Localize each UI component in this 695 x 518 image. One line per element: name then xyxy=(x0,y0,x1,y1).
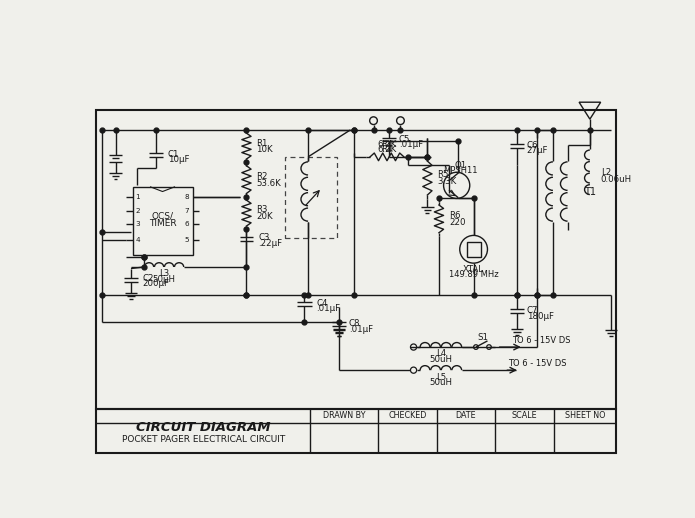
Text: T1: T1 xyxy=(584,186,596,196)
Text: C6: C6 xyxy=(527,141,538,150)
Text: R5: R5 xyxy=(437,170,449,179)
Text: 200μF: 200μF xyxy=(142,279,170,289)
Text: 53.6K: 53.6K xyxy=(256,179,281,188)
Text: Q1: Q1 xyxy=(455,161,466,170)
Text: DATE: DATE xyxy=(456,411,476,420)
Text: 4: 4 xyxy=(136,237,140,243)
Text: 50uH: 50uH xyxy=(430,378,452,387)
Text: 27μF: 27μF xyxy=(527,146,548,155)
Text: 180μF: 180μF xyxy=(527,312,554,321)
Text: L5: L5 xyxy=(436,372,446,382)
Text: 1: 1 xyxy=(136,194,140,200)
Text: C1: C1 xyxy=(168,150,179,159)
Text: 0.06uH: 0.06uH xyxy=(600,175,632,184)
Text: 6: 6 xyxy=(185,221,190,227)
Text: L2: L2 xyxy=(600,168,611,177)
Text: CHECKED: CHECKED xyxy=(389,411,427,420)
Text: 6.2K: 6.2K xyxy=(377,146,397,154)
Text: C2: C2 xyxy=(142,274,154,283)
Bar xyxy=(133,187,193,255)
Text: C7: C7 xyxy=(527,306,538,315)
Text: TO 6 - 15V DS: TO 6 - 15V DS xyxy=(508,359,566,368)
Bar xyxy=(97,409,616,453)
Text: R4: R4 xyxy=(382,146,393,154)
Text: C8: C8 xyxy=(349,320,361,328)
Text: .01μF: .01μF xyxy=(349,325,373,334)
Bar xyxy=(97,110,616,409)
Text: L3: L3 xyxy=(159,269,169,278)
Text: C3: C3 xyxy=(258,233,270,242)
Text: CIRCUIT DIAGRAM: CIRCUIT DIAGRAM xyxy=(136,422,270,435)
Text: .01μF: .01μF xyxy=(399,140,423,149)
Text: 6.2K: 6.2K xyxy=(377,140,397,149)
Text: R4: R4 xyxy=(382,140,393,149)
Text: TIMER: TIMER xyxy=(149,219,177,228)
Text: S1: S1 xyxy=(477,333,489,341)
Text: 3.3K: 3.3K xyxy=(437,177,457,186)
Text: SHEET NO: SHEET NO xyxy=(564,411,605,420)
Bar xyxy=(285,157,337,238)
Text: R1: R1 xyxy=(256,138,268,148)
Text: C5: C5 xyxy=(399,135,411,143)
Text: XTAL: XTAL xyxy=(463,265,484,274)
Text: R6: R6 xyxy=(449,211,461,220)
Text: TO 6 - 15V DS: TO 6 - 15V DS xyxy=(512,336,571,346)
Text: 50μH: 50μH xyxy=(153,275,176,284)
Text: 149.89 MHz: 149.89 MHz xyxy=(449,270,498,279)
Text: 3: 3 xyxy=(136,221,140,227)
Text: 20K: 20K xyxy=(256,212,273,221)
Text: 220: 220 xyxy=(449,218,466,227)
Text: 50uH: 50uH xyxy=(430,355,452,364)
Text: DRAWN BY: DRAWN BY xyxy=(323,411,366,420)
Text: 7: 7 xyxy=(185,208,190,213)
Text: MPSH11: MPSH11 xyxy=(443,166,477,175)
Text: 2: 2 xyxy=(136,208,140,213)
Text: 5: 5 xyxy=(185,237,190,243)
Text: C4: C4 xyxy=(316,299,328,308)
Text: 10μF: 10μF xyxy=(168,155,190,164)
Text: L4: L4 xyxy=(436,350,446,358)
Text: OCS/: OCS/ xyxy=(152,212,174,221)
Text: 10K: 10K xyxy=(256,146,273,154)
Text: R2: R2 xyxy=(256,172,268,181)
Text: .01μF: .01μF xyxy=(316,304,341,313)
Text: 8: 8 xyxy=(185,194,190,200)
Text: .22μF: .22μF xyxy=(258,239,282,248)
Text: POCKET PAGER ELECTRICAL CIRCUIT: POCKET PAGER ELECTRICAL CIRCUIT xyxy=(122,435,285,444)
Bar xyxy=(466,241,480,257)
Text: R3: R3 xyxy=(256,206,268,214)
Text: SCALE: SCALE xyxy=(512,411,537,420)
